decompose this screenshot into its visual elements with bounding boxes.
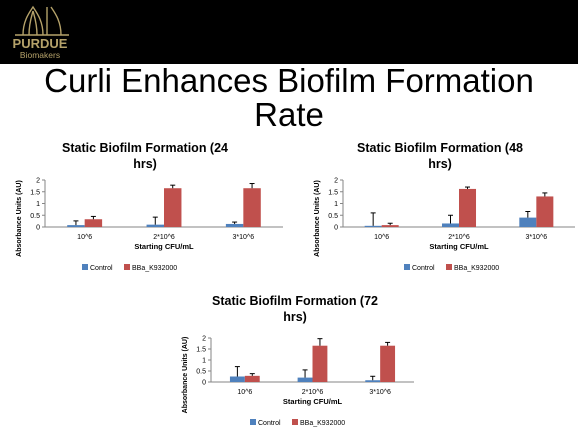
- y-tick-label: 2: [202, 336, 206, 343]
- x-axis-label: Starting CFU/mL: [283, 397, 343, 406]
- bar-bba_k932000: [381, 225, 399, 227]
- chart-72hrs: Static Biofilm Formation (72 hrs) 0 0.5 1 1…: [160, 291, 420, 434]
- legend-label: BBa_K932000: [300, 420, 345, 427]
- y-axis-label: Absorbance Units (AU): [16, 180, 23, 257]
- y-tick-label: 0.5: [328, 213, 338, 220]
- chart-title: Static Biofilm Formation (72 hrs): [212, 294, 378, 324]
- legend-label: Control: [412, 265, 435, 272]
- y-tick-label: 0: [36, 225, 40, 232]
- bar-bba_k932000: [459, 188, 477, 227]
- legend-swatch: [292, 419, 298, 425]
- x-tick-label: 3*10^6: [369, 389, 391, 396]
- chart-title: Static Biofilm Formation (48 hrs): [357, 141, 523, 171]
- legend-swatch: [82, 264, 88, 270]
- legend-label: BBa_K932000: [454, 265, 499, 272]
- chart-plot: 0 0.5 1 1.5 2 10^6 2*10^6 3*10^6 Starting CFU/mL…: [314, 178, 575, 272]
- legend-swatch: [124, 264, 130, 270]
- logo-sub-text: Biomakers: [20, 50, 60, 60]
- bar-bba_k932000: [536, 196, 554, 227]
- chart-title: Static Biofilm Formation (24 hrs): [62, 141, 228, 171]
- bar-control: [229, 376, 245, 382]
- bar-bba_k932000: [380, 345, 396, 382]
- bar-control: [441, 223, 459, 227]
- header-bar: PURDUE Biomakers: [0, 0, 578, 64]
- y-tick-label: 1: [202, 358, 206, 365]
- bar-bba_k932000: [164, 188, 182, 227]
- x-axis-label: Starting CFU/mL: [429, 242, 489, 251]
- y-tick-label: 0: [202, 380, 206, 387]
- chart-24hrs: Static Biofilm Formation (24 hrs) 0 0.5 1 1…: [0, 138, 290, 283]
- chart-plot: 0 0.5 1 1.5 2 10^6 2*10^6 3*10^6 Starting CFU/mL…: [182, 336, 414, 427]
- x-tick-label: 10^6: [374, 234, 389, 241]
- x-tick-label: 2*10^6: [153, 234, 175, 241]
- logo-brand-text: PURDUE: [13, 36, 68, 51]
- legend-label: BBa_K932000: [132, 265, 177, 272]
- y-tick-label: 1: [334, 201, 338, 208]
- x-tick-label: 2*10^6: [302, 389, 324, 396]
- x-axis-label: Starting CFU/mL: [134, 242, 194, 251]
- bar-bba_k932000: [84, 219, 103, 227]
- x-tick-label: 10^6: [77, 234, 92, 241]
- x-tick-label: 3*10^6: [526, 234, 548, 241]
- legend-label: Control: [258, 420, 281, 427]
- purdue-logo: PURDUE Biomakers: [13, 5, 69, 60]
- y-tick-label: 1: [36, 201, 40, 208]
- x-tick-label: 3*10^6: [233, 234, 255, 241]
- bar-control: [365, 380, 381, 382]
- bar-bba_k932000: [244, 375, 260, 382]
- y-axis-label: Absorbance Units (AU): [314, 180, 321, 257]
- x-tick-label: 10^6: [237, 389, 252, 396]
- y-tick-label: 1.5: [196, 347, 206, 354]
- bar-control: [146, 224, 164, 227]
- bar-control: [297, 377, 313, 382]
- y-tick-label: 0.5: [196, 369, 206, 376]
- bar-bba_k932000: [243, 188, 261, 227]
- slide-title: Curli Enhances Biofilm Formation Rate: [44, 62, 534, 133]
- bar-control: [519, 217, 537, 227]
- bar-control: [225, 223, 244, 227]
- y-tick-label: 1.5: [30, 189, 40, 196]
- chart-48hrs: Static Biofilm Formation (48 hrs) 0 0.5 1 1…: [300, 138, 578, 283]
- legend-label: Control: [90, 265, 113, 272]
- y-tick-label: 1.5: [328, 189, 338, 196]
- bar-bba_k932000: [312, 345, 328, 382]
- legend-swatch: [404, 264, 410, 270]
- y-tick-label: 2: [36, 178, 40, 185]
- y-axis-label: Absorbance Units (AU): [182, 337, 189, 414]
- bar-control: [67, 225, 85, 227]
- y-tick-label: 0.5: [30, 213, 40, 220]
- y-tick-label: 0: [334, 225, 338, 232]
- x-tick-label: 2*10^6: [448, 234, 470, 241]
- y-tick-label: 2: [334, 178, 338, 185]
- legend-swatch: [446, 264, 452, 270]
- bar-control: [364, 225, 382, 227]
- legend-swatch: [250, 419, 256, 425]
- chart-plot: 0 0.5 1 1.5 2 10^6 2*10^6 3*10^6 Starting CFU/mL…: [16, 178, 283, 272]
